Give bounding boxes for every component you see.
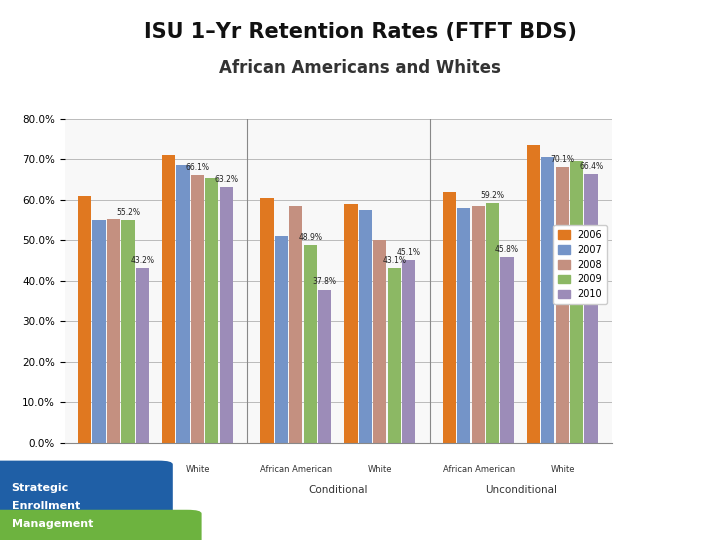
Text: Management: Management — [12, 519, 93, 529]
Text: 37.8%: 37.8% — [312, 278, 337, 286]
Bar — [261, 198, 274, 443]
Text: African American: African American — [443, 465, 515, 474]
Text: 45.1%: 45.1% — [397, 248, 420, 257]
Text: Enrollment: Enrollment — [12, 501, 80, 511]
Text: 66.1%: 66.1% — [186, 163, 210, 172]
Bar — [275, 237, 288, 443]
Text: White: White — [551, 465, 575, 474]
Bar — [541, 157, 554, 443]
Text: Total: Total — [144, 485, 168, 495]
Text: 43.1%: 43.1% — [382, 256, 406, 265]
Bar — [107, 219, 120, 443]
Bar — [486, 203, 499, 443]
Bar — [162, 156, 175, 443]
Bar — [304, 245, 317, 443]
Bar — [527, 145, 540, 443]
Text: 55.2%: 55.2% — [116, 208, 140, 217]
Bar — [220, 187, 233, 443]
Bar — [556, 167, 569, 443]
Bar — [402, 260, 415, 443]
Text: African American: African American — [78, 465, 150, 474]
Legend: 2006, 2007, 2008, 2009, 2010: 2006, 2007, 2008, 2009, 2010 — [553, 225, 607, 304]
Bar — [373, 240, 387, 443]
Text: ISU 1–Yr Retention Rates (FTFT BDS): ISU 1–Yr Retention Rates (FTFT BDS) — [143, 22, 577, 42]
Bar — [121, 220, 135, 443]
Bar — [387, 268, 401, 443]
Bar — [585, 174, 598, 443]
Bar — [570, 161, 583, 443]
Text: 70.1%: 70.1% — [550, 155, 575, 164]
Bar — [205, 178, 218, 443]
Bar — [457, 208, 470, 443]
Bar — [176, 165, 189, 443]
Text: White: White — [368, 465, 392, 474]
FancyBboxPatch shape — [0, 461, 173, 540]
Text: African American: African American — [261, 465, 333, 474]
Text: 45.8%: 45.8% — [495, 245, 519, 254]
Bar — [318, 289, 331, 443]
Text: Strategic: Strategic — [12, 483, 69, 494]
Text: 59.2%: 59.2% — [481, 191, 505, 200]
Bar — [289, 206, 302, 443]
Bar — [344, 204, 358, 443]
Bar — [443, 192, 456, 443]
Text: 48.9%: 48.9% — [298, 233, 323, 241]
Bar — [92, 220, 106, 443]
Text: 43.2%: 43.2% — [130, 255, 154, 265]
Text: 66.4%: 66.4% — [579, 161, 603, 171]
Text: White: White — [186, 465, 210, 474]
Bar — [191, 175, 204, 443]
FancyBboxPatch shape — [0, 510, 202, 540]
Text: Conditional: Conditional — [309, 485, 368, 495]
Text: African Americans and Whites: African Americans and Whites — [219, 59, 501, 77]
Text: Unconditional: Unconditional — [485, 485, 557, 495]
Bar — [78, 195, 91, 443]
Bar — [500, 258, 514, 443]
Bar — [472, 206, 485, 443]
Bar — [135, 268, 149, 443]
Bar — [359, 210, 372, 443]
Text: 63.2%: 63.2% — [215, 174, 238, 184]
